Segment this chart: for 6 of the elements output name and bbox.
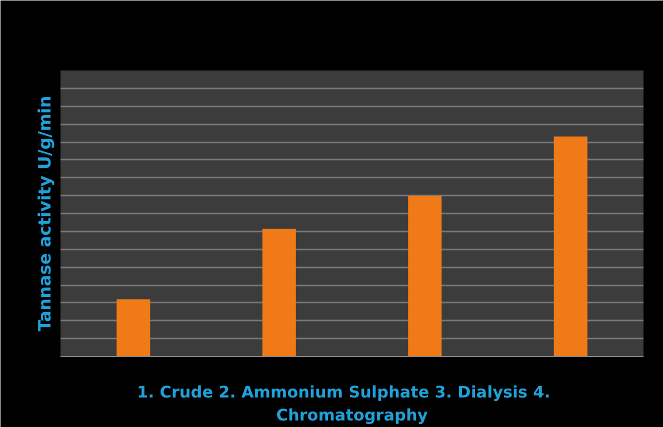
bar <box>262 228 296 356</box>
y-axis-title: Tannase activity U/g/min <box>36 96 56 332</box>
x-axis-title: 1. Crude 2. Ammonium Sulphate 3. Dialysis 4. Chromatography <box>136 382 550 424</box>
bar <box>116 299 150 356</box>
bar <box>408 196 442 356</box>
bar <box>554 136 588 356</box>
